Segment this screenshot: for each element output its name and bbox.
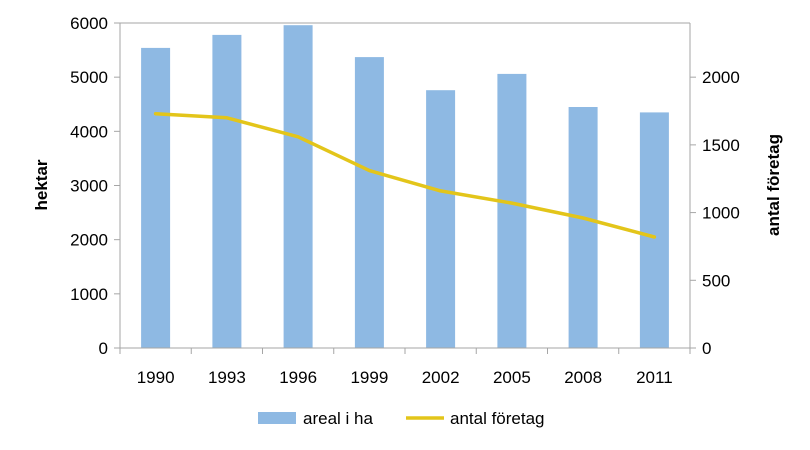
bar-1999 (354, 57, 384, 348)
bar-1996 (283, 25, 313, 348)
x-tick-label: 1999 (350, 368, 388, 387)
x-tick-label: 1993 (208, 368, 246, 387)
bar-2002 (426, 90, 456, 348)
bar-1990 (141, 47, 171, 349)
legend-swatch-areal (258, 412, 296, 424)
x-axis: 1990 1993 1996 1999 2002 2005 2008 2011 (119, 347, 691, 387)
left-tick-label: 0 (99, 339, 108, 358)
left-tick-label: 4000 (70, 122, 108, 141)
left-axis: 0 1000 2000 3000 4000 5000 6000 (70, 14, 121, 358)
left-tick-label: 1000 (70, 285, 108, 304)
legend-label-antal-foretag: antal företag (450, 409, 545, 428)
bar-2008 (568, 107, 598, 348)
x-tick-label: 2011 (636, 368, 673, 387)
left-axis-title: hektar (32, 159, 51, 210)
x-tick-label: 1996 (279, 368, 317, 387)
right-tick-label: 0 (702, 339, 711, 358)
x-tick-label: 2005 (493, 368, 531, 387)
right-tick-label: 1500 (702, 136, 740, 155)
legend-label-areal: areal i ha (303, 409, 373, 428)
bar-series-areal (141, 25, 669, 349)
left-tick-label: 3000 (70, 177, 108, 196)
line-series-antal-foretag (153, 111, 657, 239)
right-axis: 0 500 1000 1500 2000 (690, 68, 740, 358)
legend: areal i ha antal företag (258, 409, 545, 428)
right-axis-title: antal företag (764, 134, 783, 236)
bar-1993 (212, 34, 242, 349)
x-tick-label: 1990 (137, 368, 175, 387)
left-tick-label: 6000 (70, 14, 108, 33)
x-tick-label: 2008 (564, 368, 602, 387)
line-antal-foretag (153, 111, 657, 239)
right-tick-label: 500 (702, 271, 730, 290)
right-tick-label: 1000 (702, 204, 740, 223)
left-tick-label: 2000 (70, 231, 108, 250)
plot-area (120, 22, 691, 348)
bar-2005 (497, 73, 527, 349)
x-tick-label: 2002 (422, 368, 460, 387)
right-tick-label: 2000 (702, 68, 740, 87)
bar-2011 (639, 112, 669, 349)
left-tick-label: 5000 (70, 68, 108, 87)
